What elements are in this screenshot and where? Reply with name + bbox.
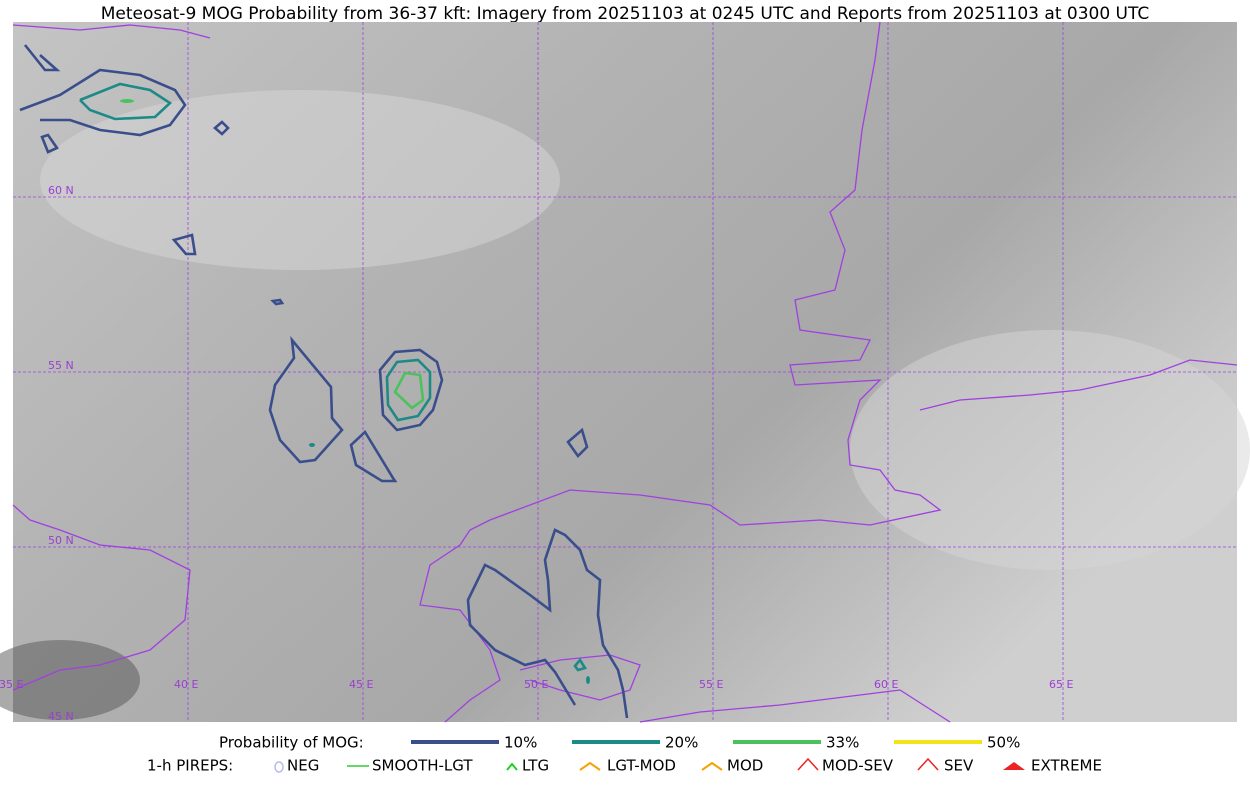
title: Meteosat-9 MOG Probability from 36-37 kf… xyxy=(101,4,1150,24)
legend-label: Probability of MOG: xyxy=(219,734,364,752)
lat-label: 60 N xyxy=(48,184,74,197)
lon-label: 40 E xyxy=(174,678,198,691)
lon-label: 65 E xyxy=(1049,678,1073,691)
cloud xyxy=(40,90,560,270)
pirep-entry: SMOOTH-LGT xyxy=(372,757,473,775)
pireps-label: 1-h PIREPS: xyxy=(147,757,233,775)
cloud xyxy=(850,330,1250,570)
lon-label: 35 E xyxy=(0,678,23,691)
lat-label: 55 N xyxy=(48,359,74,372)
lon-label: 50 E xyxy=(524,678,548,691)
pirep-entry: LTG xyxy=(522,757,549,775)
contours xyxy=(19,44,629,719)
legend-entry: 50% xyxy=(987,734,1020,752)
legend-entry: 20% xyxy=(665,734,698,752)
pirep-entry: EXTREME xyxy=(1031,757,1102,775)
lat-label: 50 N xyxy=(48,534,74,547)
lon-label: 55 E xyxy=(699,678,723,691)
lon-label: 60 E xyxy=(874,678,898,691)
legend-entry: 10% xyxy=(504,734,537,752)
pirep-entry: NEG xyxy=(287,757,319,775)
grid-labels: 60 N 55 N 50 N 45 N 35 E 40 E 45 E 50 E … xyxy=(0,184,1073,723)
dark-area xyxy=(0,640,140,720)
legend: Probability of MOG: 1-h PIREPS: 10% 20% 33… xyxy=(147,734,1102,775)
legend-entry: 33% xyxy=(826,734,859,752)
lat-label: 45 N xyxy=(48,710,74,723)
pirep-entry: MOD xyxy=(727,757,763,775)
pirep-symbols xyxy=(274,757,1025,773)
grid xyxy=(13,22,1237,722)
pirep-entry: LGT-MOD xyxy=(607,757,676,775)
pirep-entry: MOD-SEV xyxy=(822,757,894,775)
lon-label: 45 E xyxy=(349,678,373,691)
map: 60 N 55 N 50 N 45 N 35 E 40 E 45 E 50 E … xyxy=(0,21,1250,723)
pirep-entry: SEV xyxy=(944,757,974,775)
